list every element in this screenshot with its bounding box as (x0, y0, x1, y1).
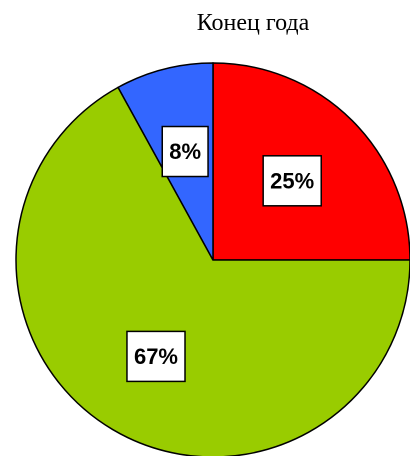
data-label: 25% (262, 155, 322, 207)
label-box (126, 330, 186, 383)
data-label: 67% (126, 330, 186, 383)
data-label-text: 8% (169, 139, 201, 164)
pie-slice (15, 86, 410, 456)
data-label-text: 25% (270, 168, 314, 193)
label-box (262, 155, 322, 207)
label-box (161, 125, 209, 178)
data-label: 8% (161, 125, 209, 178)
data-label-text: 67% (134, 344, 178, 369)
chart-title: Конец года (197, 10, 310, 36)
